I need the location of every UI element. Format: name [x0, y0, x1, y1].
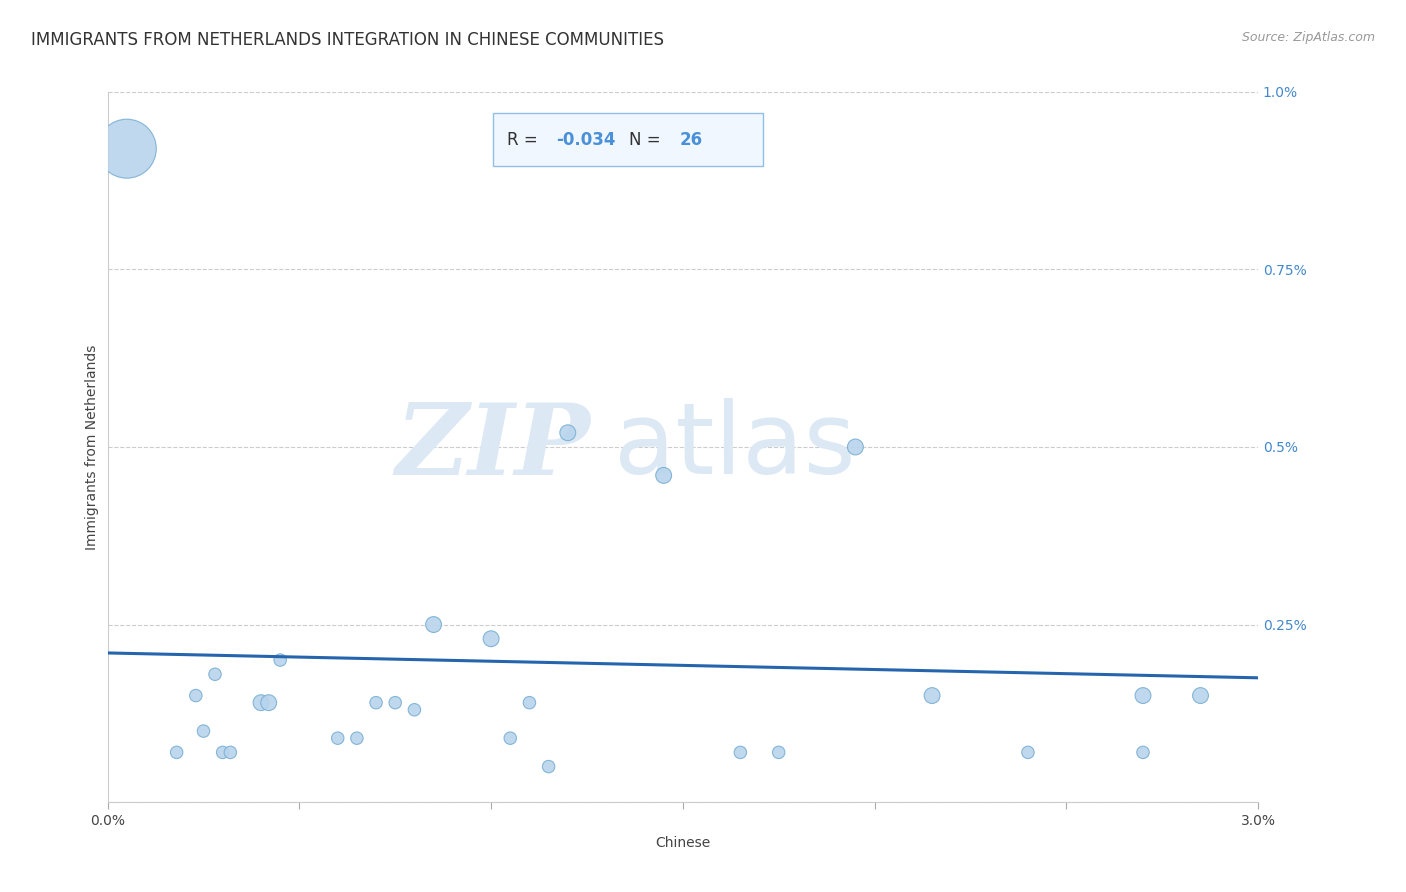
- Point: [257, 696, 280, 710]
- Point: [557, 425, 579, 440]
- Point: [768, 745, 790, 759]
- Point: [269, 653, 291, 667]
- Point: [166, 745, 188, 759]
- Point: [184, 689, 207, 703]
- Text: -0.034: -0.034: [557, 131, 616, 149]
- Point: [193, 724, 215, 739]
- Point: [326, 731, 349, 746]
- Text: N =: N =: [628, 131, 665, 149]
- Point: [1132, 689, 1154, 703]
- Point: [921, 689, 943, 703]
- Point: [211, 745, 233, 759]
- Point: [1132, 745, 1154, 759]
- Text: R =: R =: [506, 131, 543, 149]
- X-axis label: Chinese: Chinese: [655, 836, 710, 850]
- Text: ZIP: ZIP: [396, 399, 591, 495]
- Text: Source: ZipAtlas.com: Source: ZipAtlas.com: [1241, 31, 1375, 45]
- Point: [250, 696, 273, 710]
- Point: [537, 759, 560, 773]
- Point: [844, 440, 866, 454]
- Text: atlas: atlas: [614, 399, 855, 495]
- Point: [499, 731, 522, 746]
- FancyBboxPatch shape: [494, 113, 763, 167]
- Text: 26: 26: [679, 131, 703, 149]
- Point: [1017, 745, 1039, 759]
- Point: [204, 667, 226, 681]
- Point: [479, 632, 502, 646]
- Point: [1189, 689, 1212, 703]
- Text: IMMIGRANTS FROM NETHERLANDS INTEGRATION IN CHINESE COMMUNITIES: IMMIGRANTS FROM NETHERLANDS INTEGRATION …: [31, 31, 664, 49]
- Point: [115, 142, 138, 156]
- Point: [519, 696, 541, 710]
- Point: [384, 696, 406, 710]
- Point: [219, 745, 242, 759]
- Point: [404, 703, 426, 717]
- Point: [730, 745, 752, 759]
- Point: [422, 617, 444, 632]
- Point: [652, 468, 675, 483]
- Point: [364, 696, 387, 710]
- Point: [346, 731, 368, 746]
- Y-axis label: Immigrants from Netherlands: Immigrants from Netherlands: [86, 344, 100, 549]
